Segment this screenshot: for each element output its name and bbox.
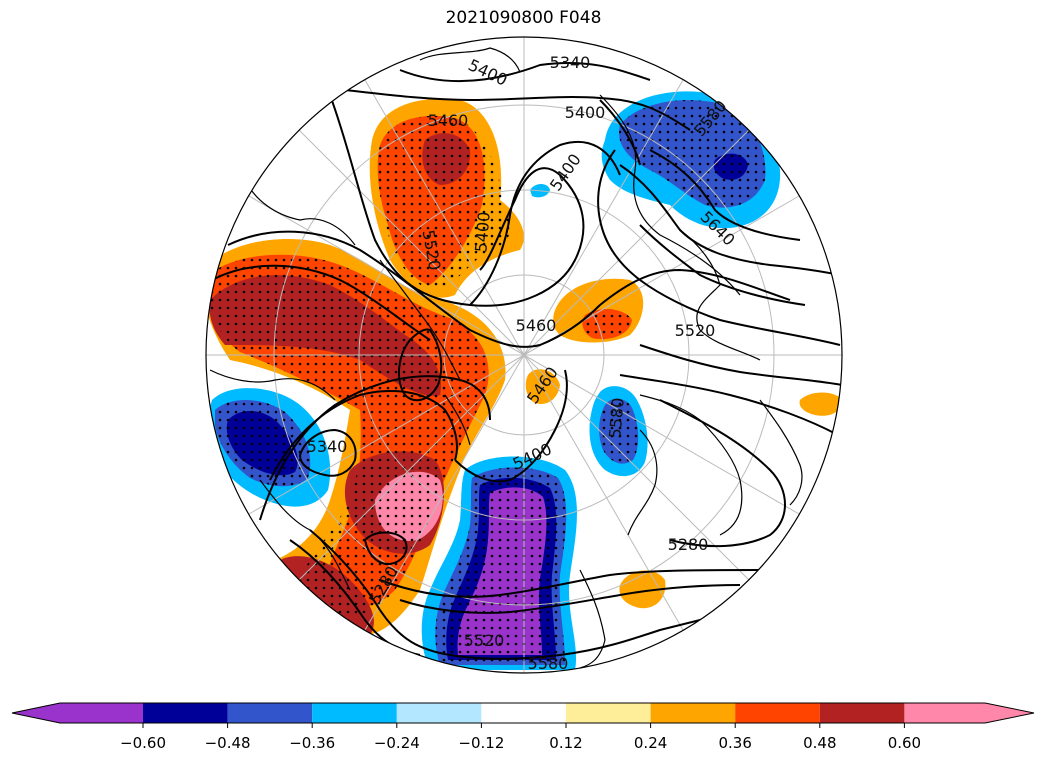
- colorbar-segment: [143, 703, 228, 723]
- colorbar-segment: [227, 703, 313, 723]
- colorbar-segment: [735, 703, 820, 723]
- contour-label: 5580: [528, 654, 569, 673]
- contour-label: 5460: [516, 316, 557, 335]
- colorbar-segment: [650, 703, 736, 723]
- contour-label: 5520: [675, 321, 716, 340]
- colorbar-segment: [566, 703, 651, 723]
- contour-label: 5520: [464, 631, 505, 650]
- significance-stipple: [207, 100, 766, 665]
- graticule: [206, 37, 842, 673]
- contour-label: 5340: [307, 437, 348, 456]
- contour-label: 5460: [428, 111, 469, 130]
- contour-label: 5400: [471, 211, 493, 253]
- contour-label: 5400: [546, 150, 585, 194]
- colorbar-tick-label: 0.48: [803, 734, 836, 752]
- colorbar-tick-label: 0.36: [718, 734, 751, 752]
- colorbar-outline: [11, 702, 1035, 724]
- colorbar-tick-label: −0.24: [374, 734, 420, 752]
- height-contours: [211, 61, 842, 660]
- colorbar-tick-label: −0.48: [205, 734, 251, 752]
- contour-label: 5280: [668, 535, 709, 554]
- anomaly-orange-east: [799, 392, 842, 416]
- colorbar-tick-label: −0.60: [120, 734, 166, 752]
- colorbar-segment: [312, 703, 397, 723]
- colorbar-extend-high: [904, 703, 1034, 723]
- colorbar-tick-label: 0.12: [549, 734, 582, 752]
- map-title: 2021090800 F048: [445, 8, 602, 28]
- map-boundary: [205, 36, 843, 674]
- contour-label: 5340: [550, 53, 591, 72]
- colorbar-segment: [819, 703, 905, 723]
- colorbar-tick-label: 0.24: [634, 734, 667, 752]
- colorbar-segment: [481, 703, 566, 723]
- colorbar-tick-label: −0.12: [458, 734, 504, 752]
- colorbar: −0.60 −0.48 −0.36 −0.24 −0.12 0.12 0.24 0.36 0.4…: [11, 702, 1035, 752]
- contour-label: 5580: [605, 397, 627, 439]
- contour-label: 5400: [465, 55, 510, 89]
- colorbar-tick-label: −0.36: [289, 734, 335, 752]
- colorbar-extend-low: [12, 703, 143, 723]
- contour-label: 5400: [565, 103, 606, 122]
- colorbar-tick-label: 0.60: [888, 734, 921, 752]
- colorbar-segment: [396, 703, 482, 723]
